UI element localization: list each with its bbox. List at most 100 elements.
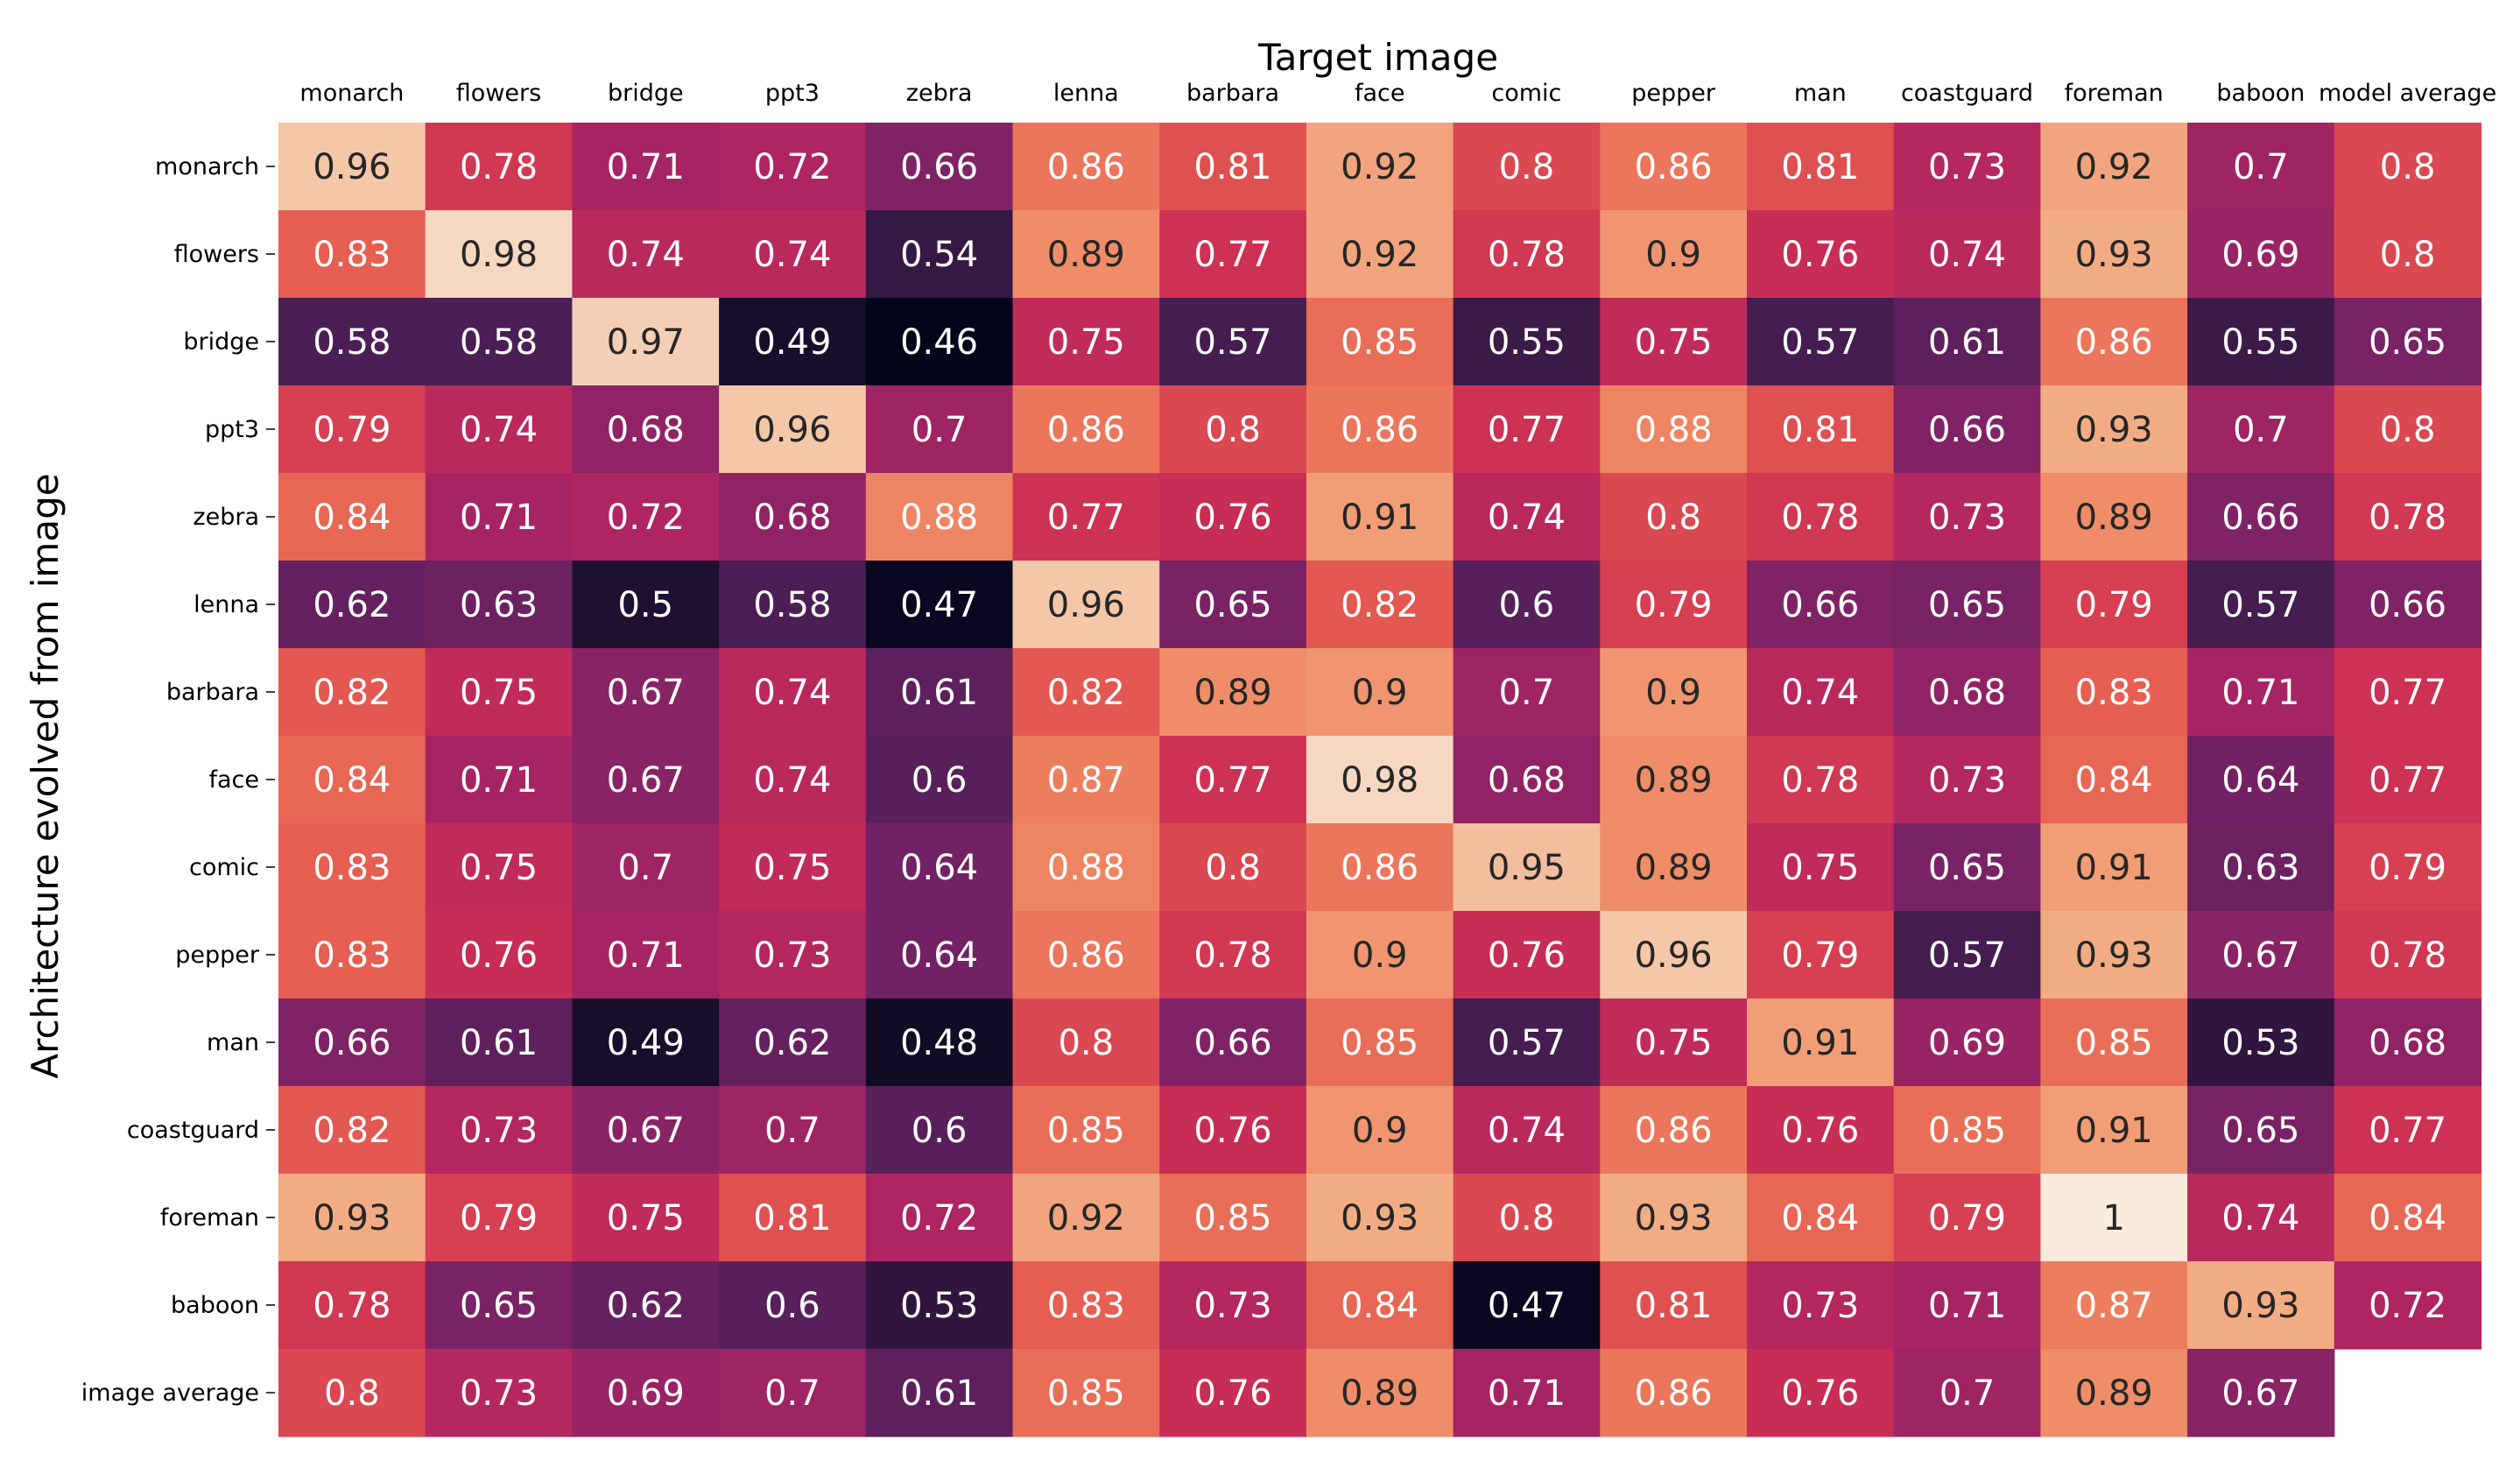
row-tick-label: monarch (155, 153, 259, 180)
chart-title: Target image (1257, 36, 1498, 79)
heatmap-cell (1893, 123, 2041, 211)
heatmap-cell-value: 0.86 (1047, 410, 1125, 450)
heatmap-cell (278, 1349, 426, 1437)
column-tick-label: face (1355, 80, 1405, 107)
heatmap-cell-value: 0.96 (753, 410, 831, 450)
heatmap-cell-value: 0.72 (2369, 1286, 2446, 1326)
heatmap-cell (1600, 298, 1748, 386)
heatmap-cell-value: 0.76 (1781, 235, 1859, 275)
heatmap-cell-value: 0.68 (1928, 673, 2006, 713)
heatmap-cell-value: 0.71 (607, 935, 685, 976)
heatmap-cell-value: 0.6 (912, 1111, 968, 1151)
heatmap-cell-value: 0.72 (753, 147, 831, 187)
heatmap-cell (2187, 1174, 2335, 1262)
heatmap-cell (1600, 736, 1748, 824)
heatmap-cell (1747, 1349, 1895, 1437)
heatmap-cell-value: 0.58 (313, 322, 391, 363)
heatmap-cell (1747, 736, 1895, 824)
heatmap-cell (1012, 736, 1160, 824)
heatmap-cell-value: 0.71 (1488, 1373, 1566, 1414)
heatmap-cell-value: 0.89 (1635, 848, 1713, 888)
heatmap-cell (278, 385, 426, 474)
heatmap-cell (2333, 473, 2482, 561)
heatmap-cell-value: 0.67 (607, 673, 685, 713)
heatmap-cell-value: 0.79 (1635, 585, 1713, 625)
heatmap-cell-value: 0.84 (2075, 760, 2153, 801)
heatmap-cell (1159, 473, 1307, 561)
heatmap-cell-value: 0.54 (900, 235, 978, 275)
heatmap-cell (865, 210, 1014, 299)
heatmap-cell (572, 736, 720, 824)
heatmap-cell (1893, 999, 2041, 1087)
heatmap-cell (1453, 298, 1601, 386)
heatmap-cell (2040, 1349, 2188, 1437)
heatmap-cell-value: 0.61 (900, 673, 978, 713)
heatmap-cell (1159, 736, 1307, 824)
heatmap-cell (2040, 298, 2188, 386)
heatmap-cell-value: 0.65 (2369, 322, 2446, 363)
column-labels: monarch flowers bridge ppt3 zebra lenna barbar… (299, 80, 2496, 107)
heatmap-cell-value: 0.86 (2075, 322, 2153, 363)
y-axis-label: Architecture evolved from image (24, 473, 67, 1078)
column-tick-label: zebra (906, 80, 973, 107)
heatmap-cell-value: 0.75 (607, 1198, 685, 1239)
heatmap-cell (1600, 385, 1748, 474)
heatmap-cell-value: 0.79 (1781, 935, 1859, 976)
heatmap-cell-value: 0.75 (1635, 322, 1713, 363)
heatmap-cell (1159, 823, 1307, 912)
heatmap-cell (1159, 298, 1307, 386)
heatmap-cell (1600, 1261, 1748, 1350)
heatmap-cell (278, 298, 426, 386)
heatmap-cell (1012, 561, 1160, 649)
heatmap-cell (278, 123, 426, 211)
heatmap-cell-value: 0.67 (607, 760, 685, 801)
heatmap-cell (2333, 999, 2482, 1087)
heatmap-cell (2333, 210, 2482, 299)
heatmap-cell-value: 0.93 (2075, 410, 2153, 450)
column-tick-label: baboon (2216, 80, 2305, 107)
heatmap-cell-value: 0.53 (900, 1286, 978, 1326)
row-tick-label: barbara (166, 679, 259, 706)
heatmap-cell-value: 0.57 (1781, 322, 1859, 363)
heatmap-cell-value: 0.78 (313, 1286, 391, 1326)
heatmap-cell (1453, 1086, 1601, 1175)
heatmap-cell-value: 0.78 (1193, 935, 1271, 976)
heatmap-cell (865, 999, 1014, 1087)
heatmap-cell (278, 473, 426, 561)
heatmap-cell-value: 0.78 (2369, 935, 2446, 976)
heatmap-cell-value: 0.69 (1928, 1023, 2006, 1063)
heatmap-cell (1893, 736, 2041, 824)
heatmap-cell (2040, 1086, 2188, 1175)
heatmap-cell-value: 0.73 (1193, 1286, 1271, 1326)
heatmap-cell (2187, 823, 2335, 912)
heatmap-cell (2333, 648, 2482, 737)
heatmap-cell-value: 0.7 (764, 1111, 820, 1151)
heatmap-cell-value: 0.92 (1341, 235, 1418, 275)
heatmap-cell-value: 0.7 (2233, 410, 2289, 450)
heatmap-cell-value: 0.55 (1488, 322, 1566, 363)
heatmap-cell-value: 0.97 (607, 322, 685, 363)
heatmap-cell-value: 0.7 (912, 410, 968, 450)
heatmap-cell (1893, 1174, 2041, 1262)
heatmap-cell-value: 0.57 (2221, 585, 2299, 625)
heatmap-cell (2333, 823, 2482, 912)
heatmap-cell (1893, 1261, 2041, 1350)
row-tick-label: flowers (174, 241, 259, 268)
column-tick-label: foreman (2065, 80, 2164, 107)
heatmap-cell-value: 0.89 (1047, 235, 1125, 275)
column-tick-label: lenna (1053, 80, 1119, 107)
heatmap-cell-value: 0.7 (617, 848, 673, 888)
heatmap-cell (1159, 911, 1307, 999)
heatmap-cell (1747, 385, 1895, 474)
heatmap-cell-value: 0.96 (313, 147, 391, 187)
heatmap-cell-value: 0.91 (1781, 1023, 1859, 1063)
heatmap-cell-value: 0.85 (1047, 1111, 1125, 1151)
heatmap-cell-value: 0.84 (313, 498, 391, 538)
heatmap-cell-value: 0.84 (1341, 1286, 1418, 1326)
heatmap-cell-value: 0.67 (607, 1111, 685, 1151)
heatmap-cell (865, 123, 1014, 211)
heatmap-cell-value: 0.93 (2221, 1286, 2299, 1326)
heatmap-cell (865, 911, 1014, 999)
heatmap-cell-value: 0.65 (1928, 848, 2006, 888)
heatmap-cell-value: 0.91 (2075, 848, 2153, 888)
